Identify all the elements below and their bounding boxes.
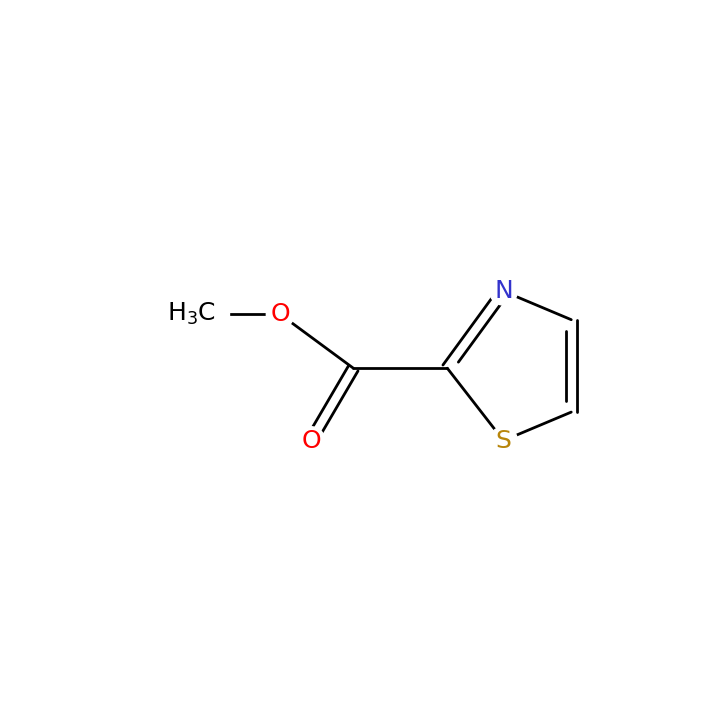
Circle shape xyxy=(490,427,518,455)
Text: N: N xyxy=(494,279,513,303)
Circle shape xyxy=(266,300,294,328)
Text: O: O xyxy=(271,303,290,327)
Circle shape xyxy=(490,277,518,305)
Circle shape xyxy=(297,427,325,455)
Text: O: O xyxy=(301,428,321,452)
Bar xyxy=(154,300,228,328)
Text: S: S xyxy=(495,428,511,452)
Text: $\mathregular{H_3C}$: $\mathregular{H_3C}$ xyxy=(167,301,216,327)
